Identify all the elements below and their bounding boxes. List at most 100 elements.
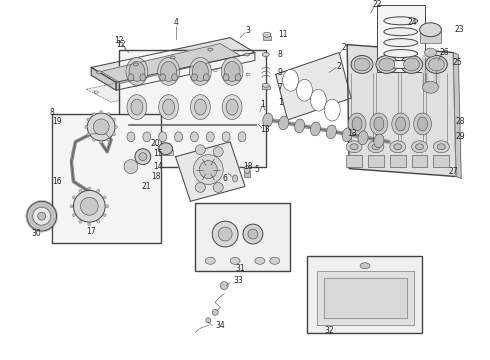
Ellipse shape [262, 53, 270, 57]
Polygon shape [101, 44, 240, 83]
Ellipse shape [438, 144, 445, 150]
Ellipse shape [79, 189, 82, 192]
Ellipse shape [213, 147, 223, 157]
Ellipse shape [419, 23, 441, 37]
Ellipse shape [243, 224, 263, 244]
Ellipse shape [113, 118, 116, 121]
Bar [262, 86, 270, 89]
Ellipse shape [213, 183, 223, 192]
Ellipse shape [255, 257, 265, 264]
Ellipse shape [348, 113, 366, 135]
Ellipse shape [342, 128, 352, 142]
Ellipse shape [159, 132, 167, 142]
Ellipse shape [190, 58, 211, 85]
Text: 14: 14 [153, 162, 162, 171]
Ellipse shape [133, 63, 138, 66]
Text: 24: 24 [408, 18, 417, 27]
Text: 32: 32 [324, 326, 334, 335]
Ellipse shape [206, 132, 214, 142]
Text: 26: 26 [440, 48, 449, 57]
Ellipse shape [99, 111, 103, 113]
Ellipse shape [70, 205, 73, 208]
Bar [390, 155, 406, 167]
Ellipse shape [205, 257, 215, 264]
Ellipse shape [233, 175, 238, 182]
Ellipse shape [88, 222, 91, 226]
Ellipse shape [212, 309, 218, 315]
Ellipse shape [97, 189, 99, 192]
Text: 27: 27 [448, 167, 458, 176]
Polygon shape [175, 142, 245, 201]
Ellipse shape [425, 55, 447, 73]
Text: 31: 31 [235, 264, 245, 273]
Ellipse shape [218, 227, 232, 241]
Ellipse shape [279, 116, 289, 130]
Ellipse shape [238, 132, 246, 142]
Ellipse shape [384, 39, 417, 46]
Ellipse shape [310, 122, 320, 136]
Text: 30: 30 [32, 229, 42, 238]
Ellipse shape [376, 55, 398, 73]
Text: 34: 34 [215, 321, 225, 330]
Ellipse shape [161, 62, 176, 81]
Bar [308, 256, 421, 333]
Text: 2: 2 [337, 62, 342, 71]
Text: 2: 2 [342, 43, 346, 52]
Ellipse shape [222, 95, 242, 120]
Ellipse shape [394, 144, 402, 150]
Text: 12: 12 [116, 40, 126, 49]
Ellipse shape [33, 207, 50, 225]
Ellipse shape [87, 118, 90, 121]
Ellipse shape [434, 141, 449, 153]
Ellipse shape [422, 81, 439, 93]
Ellipse shape [27, 201, 56, 231]
Bar [51, 114, 161, 243]
Ellipse shape [115, 125, 118, 129]
Polygon shape [276, 53, 351, 120]
Text: 15: 15 [153, 149, 162, 158]
Ellipse shape [88, 187, 91, 190]
Ellipse shape [199, 161, 217, 179]
Ellipse shape [97, 71, 102, 74]
Ellipse shape [221, 58, 243, 85]
Bar [119, 50, 266, 167]
Ellipse shape [346, 141, 362, 153]
Text: 11: 11 [278, 30, 287, 39]
Ellipse shape [159, 143, 172, 155]
Ellipse shape [351, 55, 373, 73]
Text: 25: 25 [452, 58, 462, 67]
Polygon shape [347, 45, 456, 176]
Ellipse shape [106, 205, 109, 208]
Ellipse shape [360, 263, 370, 269]
Ellipse shape [92, 113, 95, 116]
Ellipse shape [160, 74, 166, 81]
Text: 29: 29 [455, 132, 465, 141]
Ellipse shape [196, 145, 205, 155]
Ellipse shape [244, 166, 250, 174]
Ellipse shape [354, 58, 370, 71]
Ellipse shape [97, 220, 99, 223]
Ellipse shape [80, 197, 98, 215]
Text: 6: 6 [223, 174, 227, 183]
Text: 28: 28 [456, 117, 465, 126]
Text: 1: 1 [278, 98, 282, 107]
Ellipse shape [428, 58, 444, 71]
Ellipse shape [206, 318, 211, 323]
Ellipse shape [224, 62, 240, 81]
Ellipse shape [128, 74, 134, 81]
Polygon shape [86, 59, 255, 102]
Ellipse shape [127, 95, 147, 120]
Text: 18: 18 [151, 172, 161, 181]
Bar [377, 5, 424, 72]
Ellipse shape [193, 62, 208, 81]
Ellipse shape [74, 190, 105, 222]
Polygon shape [453, 53, 461, 179]
Text: 1: 1 [261, 100, 265, 109]
Ellipse shape [370, 113, 388, 135]
Bar [368, 155, 384, 167]
Bar [196, 203, 290, 271]
Bar [244, 171, 250, 176]
Text: 12: 12 [114, 36, 124, 45]
Ellipse shape [103, 196, 106, 199]
Ellipse shape [113, 133, 116, 136]
